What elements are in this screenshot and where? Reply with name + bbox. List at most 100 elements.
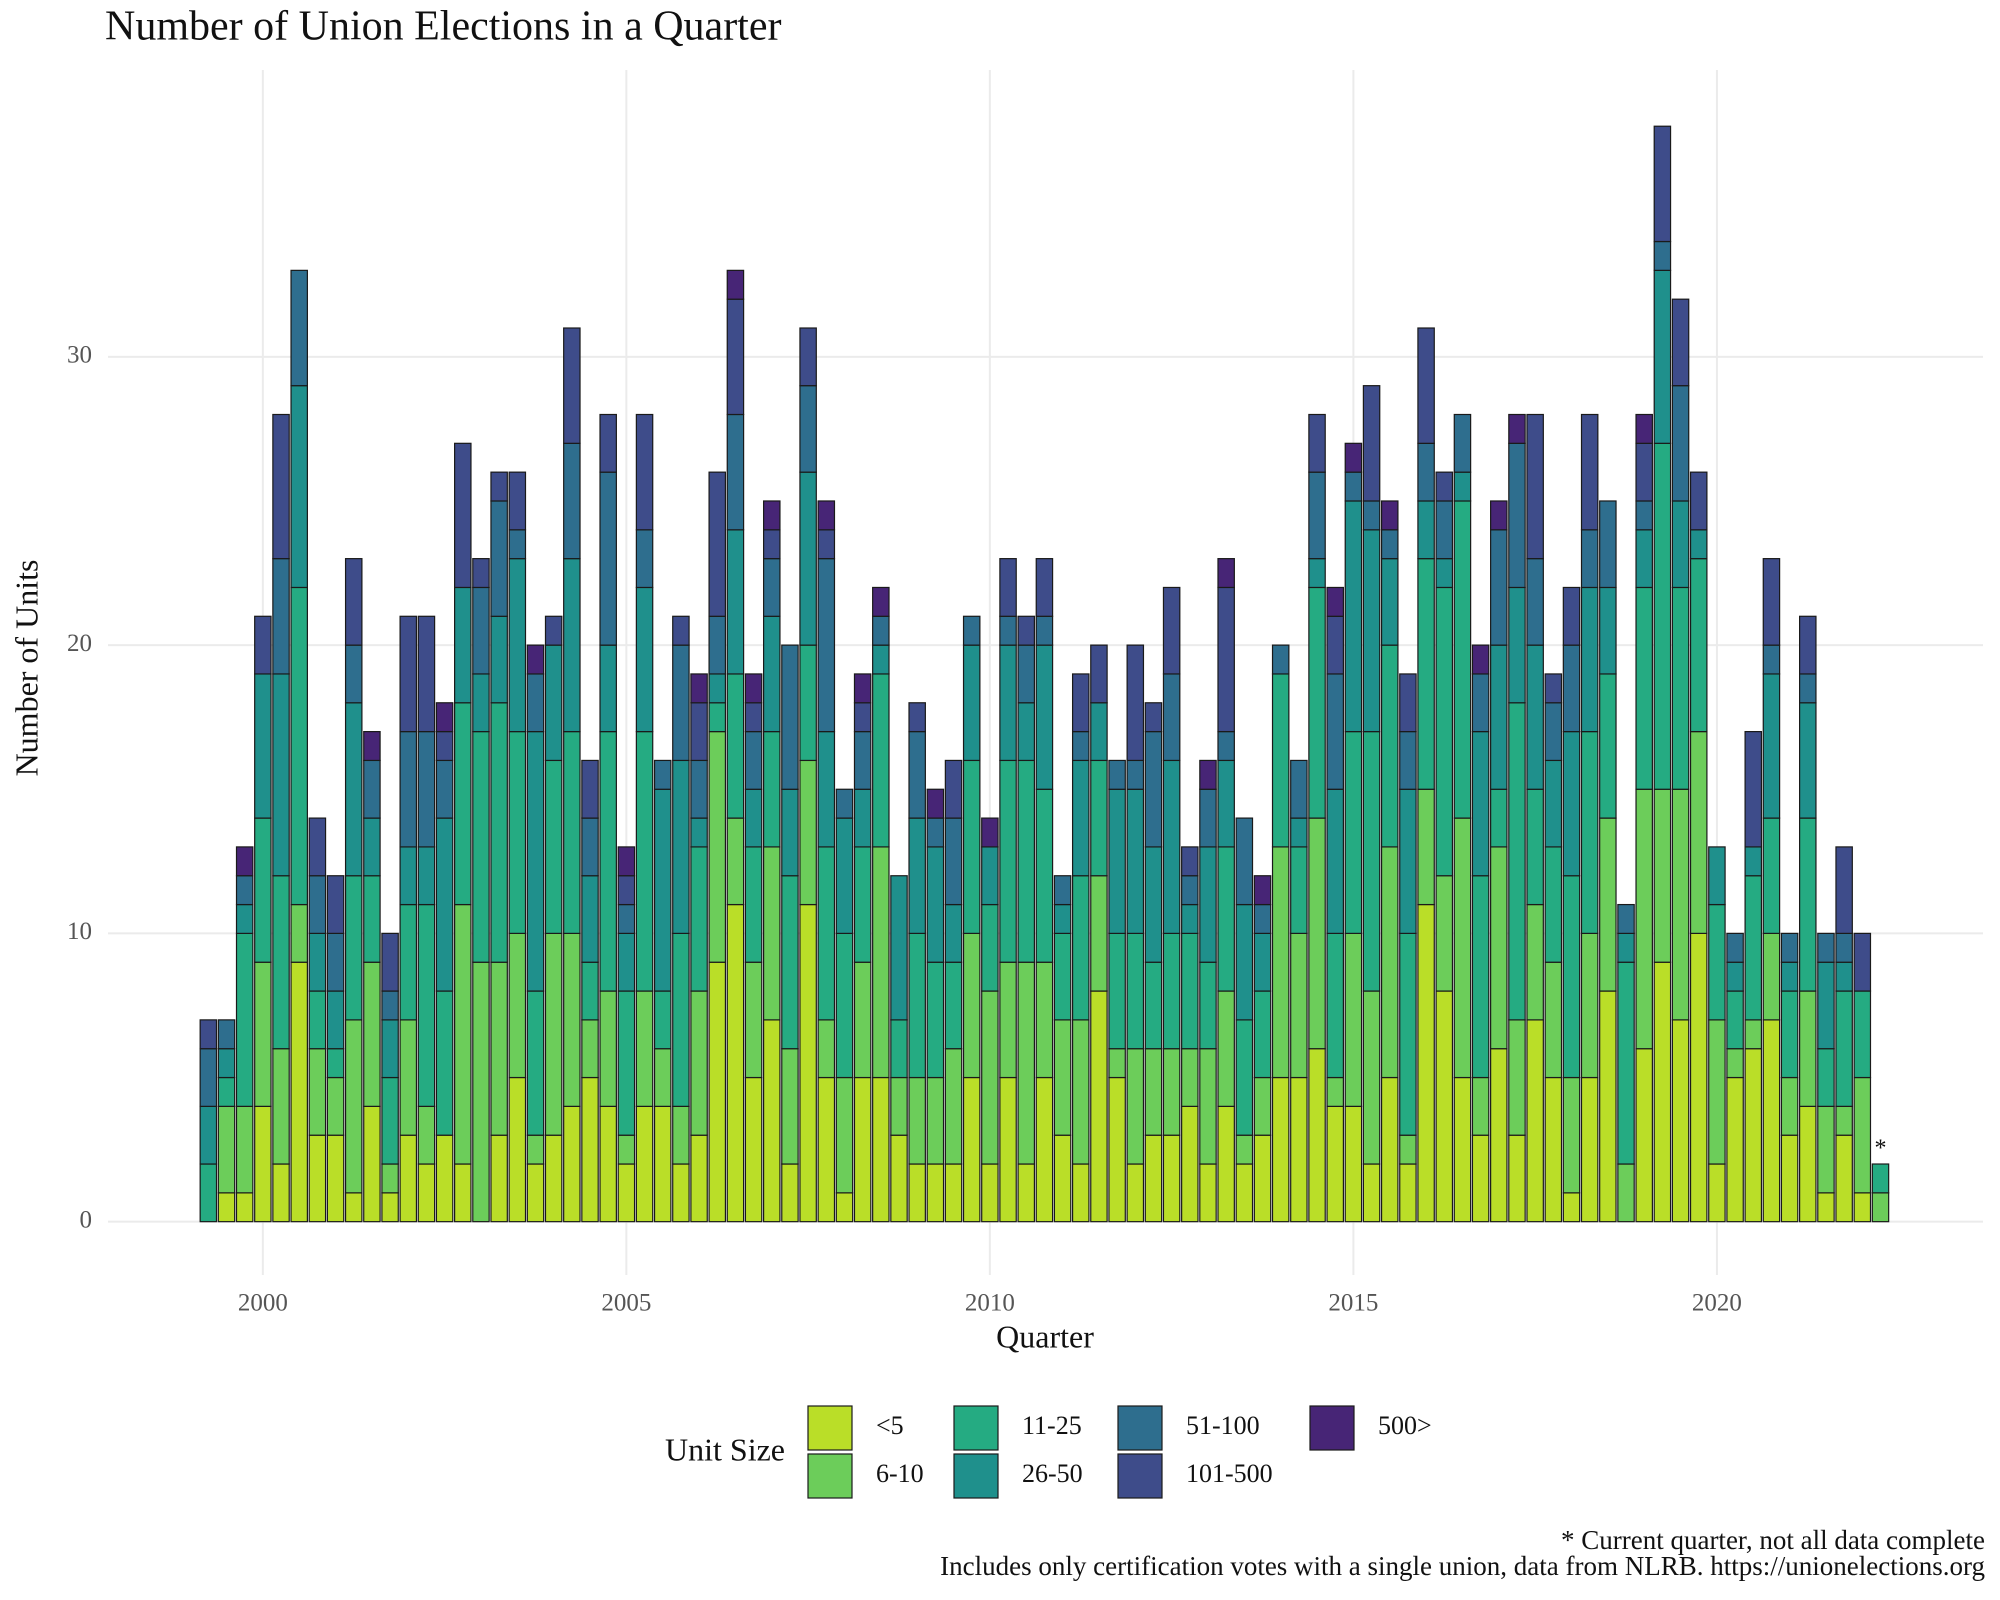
bar-segment bbox=[1380, 846, 1399, 1079]
bar-segment bbox=[1544, 846, 1563, 963]
bar-segment bbox=[1162, 673, 1181, 762]
bar-segment bbox=[1435, 990, 1454, 1223]
bar-segment bbox=[1799, 817, 1817, 992]
bar-segment bbox=[944, 1048, 963, 1165]
bar-segment bbox=[1399, 1163, 1417, 1223]
bar-segment bbox=[1126, 788, 1145, 934]
bar-segment bbox=[726, 903, 745, 1223]
bar-segment bbox=[1017, 759, 1036, 963]
bar-segment bbox=[217, 1048, 236, 1079]
bar-segment bbox=[254, 961, 272, 1107]
bar-segment bbox=[1308, 586, 1326, 819]
bar-segment bbox=[653, 1105, 672, 1223]
bar-segment bbox=[617, 903, 636, 934]
bar-segment bbox=[1199, 759, 1217, 790]
bar-segment bbox=[1399, 1134, 1417, 1165]
bar-segment bbox=[835, 1076, 854, 1194]
bar-segment bbox=[435, 702, 454, 733]
bar-segment bbox=[635, 730, 654, 992]
bar-segment bbox=[744, 788, 763, 848]
bar-segment bbox=[435, 990, 454, 1136]
bar-segment bbox=[781, 788, 799, 877]
bar-segment bbox=[1108, 788, 1126, 934]
bar-segment bbox=[1708, 903, 1726, 1021]
bar-segment bbox=[999, 558, 1017, 617]
bar-segment bbox=[799, 327, 817, 387]
bar-segment bbox=[1362, 385, 1381, 502]
bar-segment bbox=[1617, 961, 1635, 1165]
bar-segment bbox=[1689, 471, 1708, 531]
bar-segment bbox=[1617, 932, 1635, 963]
bar-segment bbox=[617, 1163, 636, 1223]
bar-segment bbox=[1108, 1048, 1126, 1079]
bar-segment bbox=[1417, 442, 1435, 502]
bar-segment bbox=[1580, 413, 1599, 531]
bar-segment bbox=[1380, 500, 1399, 531]
bar-segment bbox=[1562, 644, 1581, 733]
bar-segment bbox=[635, 413, 654, 531]
bar-segment bbox=[708, 471, 727, 617]
bar-segment bbox=[799, 759, 817, 906]
bar-segment bbox=[599, 644, 617, 733]
bar-segment bbox=[344, 1192, 363, 1223]
bar-segment bbox=[1035, 644, 1054, 790]
bar-segment bbox=[926, 1076, 945, 1165]
bar-segment bbox=[1635, 413, 1653, 444]
bar-segment bbox=[853, 961, 872, 1079]
bar-segment bbox=[981, 990, 999, 1165]
bar-segment bbox=[1399, 932, 1417, 1136]
caption: * Current quarter, not all data complete bbox=[1561, 1525, 1985, 1555]
bar-segment bbox=[1853, 1192, 1872, 1223]
bar-segment bbox=[1217, 759, 1235, 848]
bar-segment bbox=[1689, 932, 1708, 1223]
bar-segment bbox=[1762, 558, 1781, 646]
bar-segment bbox=[926, 1163, 945, 1223]
bar-segment bbox=[399, 1134, 418, 1223]
bar-segment bbox=[762, 500, 781, 531]
bar-segment bbox=[1162, 759, 1181, 934]
bar-segment bbox=[1580, 529, 1599, 589]
chart-title: Number of Union Elections in a Quarter bbox=[105, 4, 781, 50]
bar-segment bbox=[563, 327, 581, 444]
bar-segment bbox=[544, 615, 563, 646]
bar-segment bbox=[1744, 1019, 1763, 1050]
bar-segment bbox=[1471, 644, 1490, 675]
bar-segment bbox=[1308, 817, 1326, 1050]
bar-segment bbox=[1217, 1105, 1235, 1223]
bar-segment bbox=[1762, 1019, 1781, 1223]
bar-segment bbox=[1671, 385, 1690, 502]
bar-segment bbox=[1544, 759, 1563, 848]
bar-segment bbox=[581, 875, 599, 963]
bar-segment bbox=[363, 730, 381, 762]
bar-segment bbox=[1635, 500, 1653, 531]
bar-segment bbox=[1780, 961, 1799, 992]
bar-segment bbox=[1162, 932, 1181, 1050]
bar-segment bbox=[290, 385, 308, 589]
bar-segment bbox=[1380, 1076, 1399, 1223]
bar-segment bbox=[526, 730, 545, 992]
bar-segment bbox=[1580, 730, 1599, 934]
bar-segment bbox=[1635, 788, 1653, 1050]
bar-segment bbox=[1453, 471, 1472, 502]
bar-segment bbox=[1017, 644, 1036, 704]
bar-segment bbox=[1344, 730, 1363, 934]
bar-segment bbox=[1635, 586, 1653, 790]
bar-segment bbox=[1544, 673, 1563, 704]
bar-segment bbox=[1053, 1019, 1072, 1136]
bar-segment bbox=[1435, 500, 1454, 560]
bar-segment bbox=[635, 586, 654, 733]
bar-segment bbox=[599, 730, 617, 992]
bar-segment bbox=[308, 1134, 327, 1223]
bar-segment bbox=[381, 1163, 399, 1194]
bar-segment bbox=[1362, 500, 1381, 531]
bar-segment bbox=[1726, 990, 1744, 1050]
bar-segment bbox=[744, 673, 763, 704]
bar-segment bbox=[326, 1048, 345, 1079]
bar-segment bbox=[1508, 1019, 1526, 1136]
bar-segment bbox=[1035, 961, 1054, 1079]
bar-segment bbox=[1780, 1134, 1799, 1223]
bar-segment bbox=[1580, 932, 1599, 1079]
bar-segment bbox=[1144, 702, 1163, 733]
legend-key bbox=[1117, 1405, 1163, 1451]
bar-segment bbox=[599, 413, 617, 473]
